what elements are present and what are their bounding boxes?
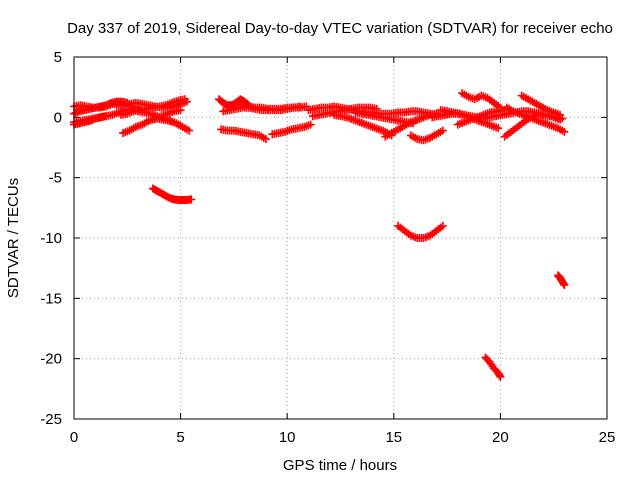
y-tick-label: -15 (40, 290, 62, 307)
data-point (101, 112, 110, 121)
series-track-29 (517, 91, 565, 119)
series-track-22 (394, 221, 447, 242)
data-points (70, 89, 569, 381)
x-tick-label: 25 (599, 429, 616, 446)
chart-title: Day 337 of 2019, Sidereal Day-to-day VTE… (67, 20, 613, 37)
data-point (187, 195, 196, 204)
data-point-interp (105, 99, 114, 108)
data-point (180, 95, 189, 104)
data-point (438, 126, 447, 135)
series-track-31 (553, 271, 569, 290)
series-track-14 (217, 125, 270, 144)
data-point (372, 104, 381, 113)
plot-frame (73, 56, 608, 420)
data-point (261, 135, 270, 144)
y-tick-label: -25 (40, 411, 62, 428)
y-tick-label: -10 (40, 230, 62, 247)
data-point (438, 221, 447, 230)
data-point (556, 110, 565, 119)
y-axis-ticks: -25 -20 -15 -10 -5 0 5 (40, 49, 607, 428)
y-tick-label: -20 (40, 351, 62, 368)
series-track-04 (70, 112, 110, 129)
series-track-10 (148, 184, 196, 204)
y-tick-label: 5 (54, 49, 62, 66)
series-track-13 (232, 101, 304, 113)
data-point (496, 372, 505, 381)
data-point-interp (103, 100, 112, 109)
y-tick-label: 0 (54, 109, 62, 126)
y-tick-label: -5 (49, 170, 62, 187)
data-point (306, 120, 315, 129)
data-point (560, 127, 569, 136)
data-point (101, 101, 110, 110)
x-tick-label: 20 (492, 429, 509, 446)
data-point (295, 102, 304, 111)
x-tick-label: 15 (385, 429, 402, 446)
data-point-interp (87, 116, 96, 125)
data-point (560, 281, 569, 290)
series-track-02 (70, 97, 132, 118)
data-point-interp (73, 108, 82, 117)
series-track-17 (308, 103, 381, 121)
series-track-26 (458, 89, 505, 112)
x-axis-label: GPS time / hours (283, 457, 397, 474)
series-track-09 (146, 114, 194, 135)
series-track-15 (268, 120, 315, 139)
data-point (185, 126, 194, 135)
data-point-interp (71, 108, 80, 117)
x-tick-label: 5 (176, 429, 184, 446)
data-point-interp (89, 115, 98, 124)
x-tick-label: 0 (70, 429, 78, 446)
series-track-20 (381, 109, 441, 141)
series-track-28 (502, 103, 569, 136)
x-tick-label: 10 (279, 429, 296, 446)
series-track-19 (351, 108, 417, 128)
data-point (494, 124, 503, 133)
series-track-30 (481, 353, 505, 381)
data-point (85, 116, 94, 125)
y-axis-label: SDTVAR / TECUs (5, 178, 22, 298)
series-track-21 (406, 126, 447, 145)
data-point (176, 106, 185, 115)
